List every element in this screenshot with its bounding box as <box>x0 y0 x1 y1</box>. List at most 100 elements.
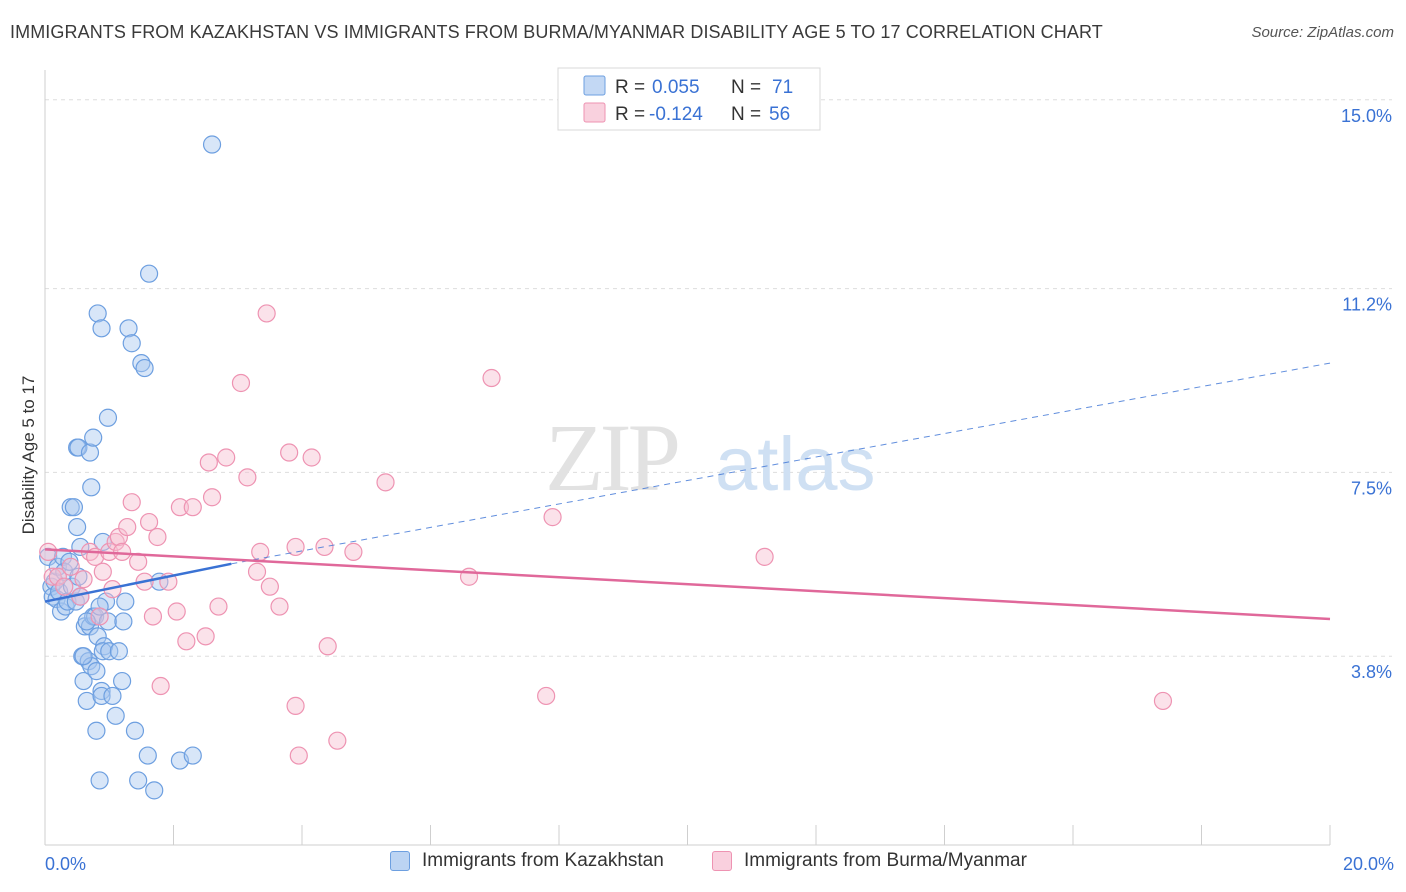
stats-legend-r-label-kazakhstan: R = <box>615 77 645 98</box>
kazakhstan-point <box>80 617 100 636</box>
y-axis-title: Disability Age 5 to 17 <box>19 376 38 535</box>
burma-point <box>280 443 299 462</box>
watermark: ZIP atlas <box>545 404 876 511</box>
kazakhstan-point <box>80 443 100 462</box>
y-tick-label: 3.8% <box>1351 662 1392 682</box>
burma-point <box>289 746 308 765</box>
kazakhstan-point <box>125 721 145 740</box>
y-tick-label: 7.5% <box>1351 478 1392 498</box>
legend-item-burma[interactable]: Immigrants from Burma/Myanmar <box>712 850 1027 872</box>
burma-point <box>247 562 267 581</box>
kazakhstan-point <box>145 781 164 800</box>
burma-point <box>755 547 774 566</box>
kazakhstan-point <box>139 264 159 283</box>
kazakhstan-point <box>82 478 101 497</box>
kazakhstan-point <box>183 746 202 765</box>
stats-legend-r-value-burma: -0.124 <box>649 104 703 125</box>
burma-point <box>202 488 222 507</box>
burma-point <box>106 532 125 552</box>
stats-legend-r-label-burma: R = <box>615 104 645 125</box>
kazakhstan-point <box>129 771 148 790</box>
burma-point <box>61 557 80 576</box>
kazakhstan-point <box>202 135 222 154</box>
burma-point <box>143 607 163 626</box>
legend-label-burma: Immigrants from Burma/Myanmar <box>744 850 1027 871</box>
burma-point <box>39 542 58 561</box>
stats-legend-swatch-burma <box>583 102 606 123</box>
burma-point <box>183 498 202 517</box>
x-tick-labels: 0.0% 20.0% <box>45 854 1394 874</box>
kazakhstan-point <box>82 657 101 676</box>
burma-point <box>93 562 112 581</box>
burma-point <box>537 686 556 706</box>
y-tick-label: 15.0% <box>1341 106 1392 126</box>
source-label: Source: ZipAtlas.com <box>1251 24 1394 41</box>
burma-point <box>1153 691 1173 711</box>
kazakhstan-point <box>122 334 141 353</box>
burma-point <box>217 448 236 467</box>
burma-point <box>90 607 109 626</box>
kazakhstan-point <box>88 304 107 323</box>
burma-point <box>55 577 74 596</box>
grid-lines <box>45 99 1392 657</box>
burma-point <box>270 597 289 616</box>
kazakhstan-point <box>92 319 111 338</box>
kazakhstan-point <box>138 746 157 765</box>
kazakhstan-point <box>106 706 125 725</box>
kazakhstan-point <box>69 438 88 457</box>
stats-legend: R = 0.055 N = 71 R = -0.124 N = 56 <box>557 67 821 131</box>
x-tick-label: 0.0% <box>45 854 86 874</box>
stats-legend-n-value-burma: 56 <box>769 104 790 125</box>
trend-lines <box>44 362 1331 621</box>
kazakhstan-point <box>90 771 109 790</box>
kazakhstan-point <box>64 498 84 517</box>
burma-point <box>196 627 215 646</box>
burma-point <box>543 508 562 527</box>
legend-item-kazakhstan[interactable]: Immigrants from Kazakhstan <box>390 850 664 872</box>
kazakhstan-point <box>112 671 132 691</box>
burma-point <box>315 537 334 557</box>
burma-point <box>459 567 479 586</box>
burma-point <box>199 453 218 472</box>
kazakhstan-point <box>84 428 103 447</box>
legend-swatch-burma <box>712 851 732 871</box>
burma-point <box>74 570 93 589</box>
burma-point <box>151 676 170 696</box>
stats-legend-swatch-kazakhstan <box>583 75 606 96</box>
kazakhstan-point <box>132 354 151 373</box>
legend-swatch-kazakhstan <box>390 851 410 871</box>
burma-trend-line <box>44 548 1331 621</box>
series-legend: Immigrants from Kazakhstan Immigrants fr… <box>0 850 1406 880</box>
kazakhstan-point <box>79 652 98 671</box>
kazakhstan-point <box>87 721 106 740</box>
chart-title: IMMIGRANTS FROM KAZAKHSTAN VS IMMIGRANTS… <box>10 22 1103 42</box>
kazakhstan-point <box>87 662 106 681</box>
kazakhstan-point <box>135 358 154 378</box>
burma-point <box>170 498 190 517</box>
stats-legend-n-value-kazakhstan: 71 <box>772 77 793 98</box>
burma-point <box>122 493 141 512</box>
kazakhstan-trend-line <box>44 562 232 603</box>
burma-point <box>139 512 159 532</box>
kazakhstan-point <box>90 597 109 616</box>
burma-point <box>257 304 276 323</box>
kazakhstan-point <box>92 681 111 701</box>
burma-point <box>112 542 132 561</box>
burma-point <box>302 448 321 467</box>
legend-label-kazakhstan: Immigrants from Kazakhstan <box>422 850 664 871</box>
burma-point <box>260 577 279 596</box>
kazakhstan-point <box>74 647 93 666</box>
burma-point <box>376 473 395 492</box>
burma-point <box>238 468 257 487</box>
burma-point <box>231 373 251 393</box>
burma-point <box>482 368 501 388</box>
burma-point <box>118 517 137 537</box>
burma-point <box>209 597 228 616</box>
kazakhstan-point <box>114 612 133 631</box>
kazakhstan-point <box>74 671 93 691</box>
burma-point <box>48 567 67 586</box>
kazakhstan-point <box>109 642 128 661</box>
burma-point <box>328 731 347 750</box>
burma-point <box>167 602 186 621</box>
kazakhstan-point <box>68 517 87 537</box>
